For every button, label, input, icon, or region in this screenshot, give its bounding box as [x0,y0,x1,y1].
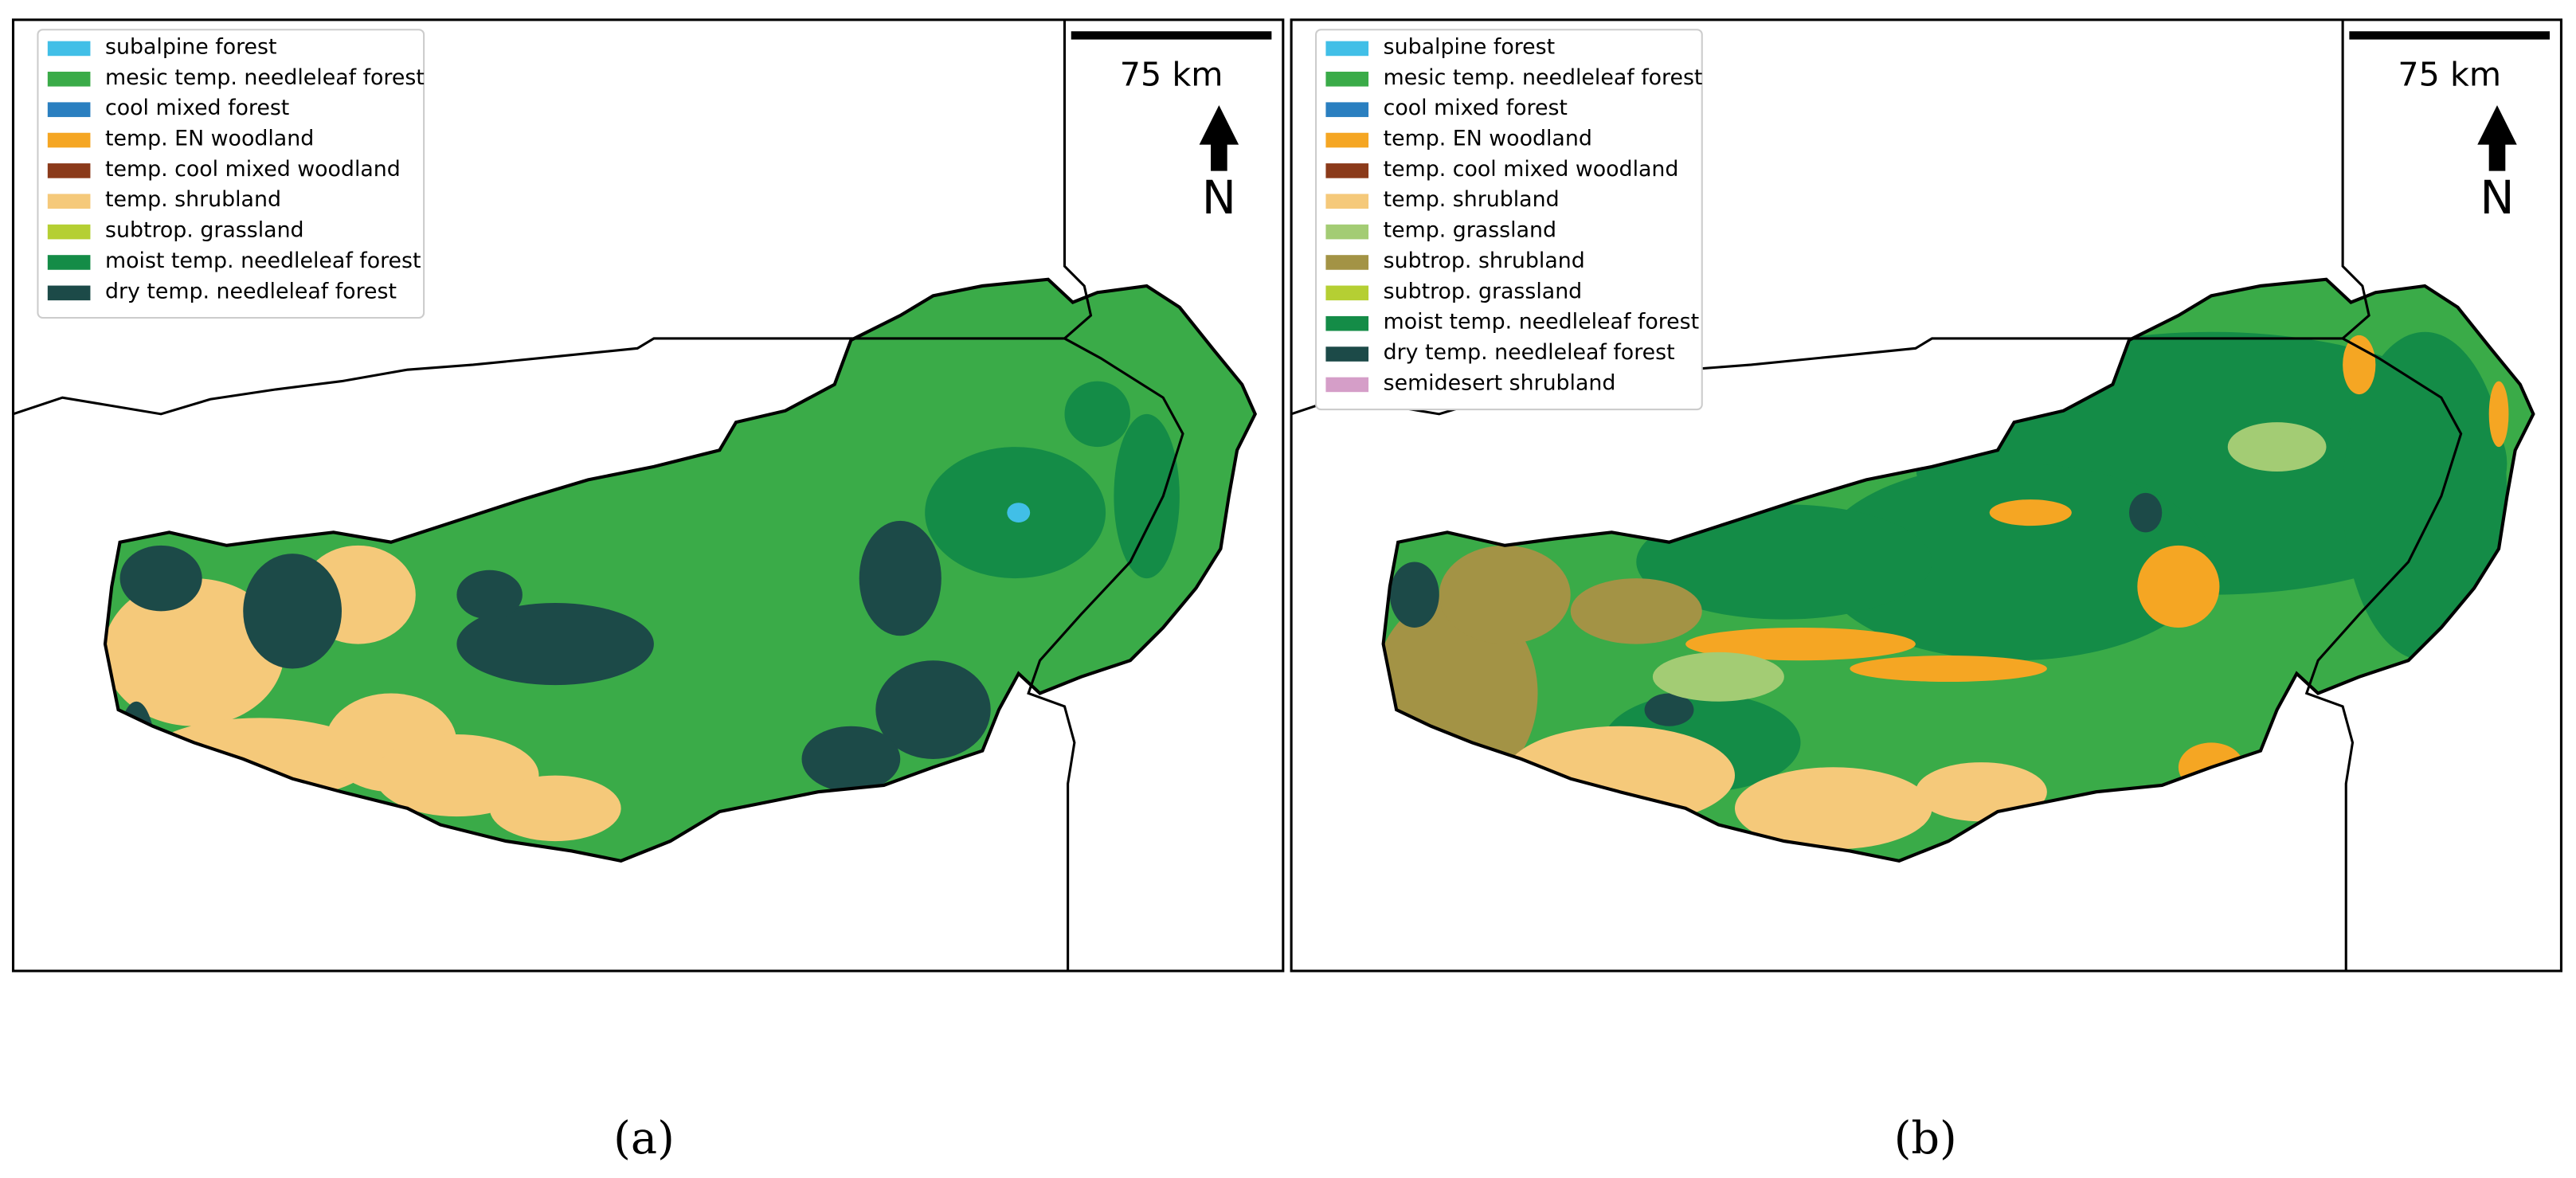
map-panel: subalpine forest mesic temp. needleleaf f… [1290,18,2562,973]
legend-swatch [47,72,91,87]
vegetation-patch [1439,545,1571,644]
scale-bar [1071,31,1272,40]
vegetation-patch [1644,693,1694,726]
legend-swatch [1325,315,1369,331]
legend-swatch [1325,377,1369,393]
vegetation-patch [2488,381,2509,448]
map-panel: subalpine forest mesic temp. needleleaf f… [11,18,1285,973]
region-outline [103,277,1258,863]
legend-label: dry temp. needleleaf forest [1384,340,1675,365]
legend-swatch [1325,224,1369,240]
legend-swatch [47,102,91,117]
vegetation-patch [1007,503,1031,522]
legend-swatch [1325,285,1369,301]
vegetation-patch [1636,504,1932,620]
scale-bar [2349,31,2550,40]
north-label: N [2480,170,2514,225]
legend-label: mesic temp. needleleaf forest [105,65,425,90]
vegetation-patch [1389,562,1439,628]
vegetation-patch [1685,627,1916,661]
vegetation-patch [1850,656,2047,683]
legend-swatch [1325,72,1369,87]
legend-swatch [47,255,91,270]
legend-swatch [1325,102,1369,117]
vegetation-patch [859,520,942,636]
vegetation-patch [2227,422,2327,472]
state-border [2341,19,2370,340]
legend-label: moist temp. needleleaf forest [105,249,421,273]
legend-box [1315,29,1703,411]
legend-label: temp. grassland [1384,218,1556,243]
legend-swatch [1325,194,1369,209]
legend-label: semidesert shrubland [1384,370,1616,395]
legend-swatch [47,132,91,148]
vegetation-patch [2129,492,2163,533]
legend-label: moist temp. needleleaf forest [1384,310,1699,335]
vegetation-patch [2137,545,2220,628]
scale-label: 75 km [1120,55,1223,93]
state-border [1063,19,1093,340]
legend-swatch [47,163,91,178]
vegetation-patch [489,775,621,842]
vegetation-patch [243,554,342,669]
vegetation-patch [105,578,284,726]
legend-swatch [1325,255,1369,270]
north-arrow [2477,105,2517,171]
legend-label: mesic temp. needleleaf forest [1384,65,1703,90]
vegetation-patch [1064,381,1130,448]
vegetation-patch [1735,767,1932,850]
region-outline [1381,277,2535,863]
legend-label: temp. shrubland [105,187,281,212]
vegetation-patch [875,660,991,759]
legend-label: temp. cool mixed woodland [1384,157,1679,182]
legend-swatch [1325,132,1369,148]
legend-label: temp. shrubland [1384,187,1560,212]
vegetation-patch [119,545,202,612]
legend-swatch [1325,346,1369,362]
legend-swatch [1325,41,1369,57]
legend-swatch [47,224,91,240]
vegetation-patch [1817,463,2212,661]
legend-label: subtrop. grassland [1384,279,1583,303]
legend-label: temp. cool mixed woodland [105,157,401,182]
legend-label: subalpine forest [105,34,276,59]
legend-label: temp. EN woodland [105,126,314,151]
legend-label: cool mixed forest [1384,96,1568,120]
vegetation-patch [1989,499,2072,526]
vegetation-patch [801,726,901,793]
legend-swatch [47,285,91,301]
legend-label: subalpine forest [1384,34,1555,59]
vegetation-patch [2343,335,2376,395]
panel-caption: (a) [613,1113,675,1164]
north-arrow [1199,105,1239,171]
vegetation-patch [1114,413,1180,579]
legend-box [37,29,425,319]
vegetation-patch [1652,652,1784,702]
scale-label: 75 km [2398,55,2501,93]
legend-swatch [1325,163,1369,178]
legend-label: cool mixed forest [105,96,289,120]
legend-label: subtrop. grassland [105,218,304,243]
legend-label: temp. EN woodland [1384,126,1592,151]
panel-caption: (b) [1894,1113,1957,1164]
legend-swatch [47,41,91,57]
legend-label: subtrop. shrubland [1384,249,1585,273]
north-label: N [1202,170,1236,225]
legend-swatch [47,194,91,209]
vegetation-patch [456,603,654,686]
vegetation-patch [1570,578,1702,644]
vegetation-patch [456,569,523,620]
vegetation-patches [105,381,1180,842]
vegetation-patch [2343,331,2507,661]
legend-label: dry temp. needleleaf forest [105,279,397,303]
state-border [13,337,1184,972]
